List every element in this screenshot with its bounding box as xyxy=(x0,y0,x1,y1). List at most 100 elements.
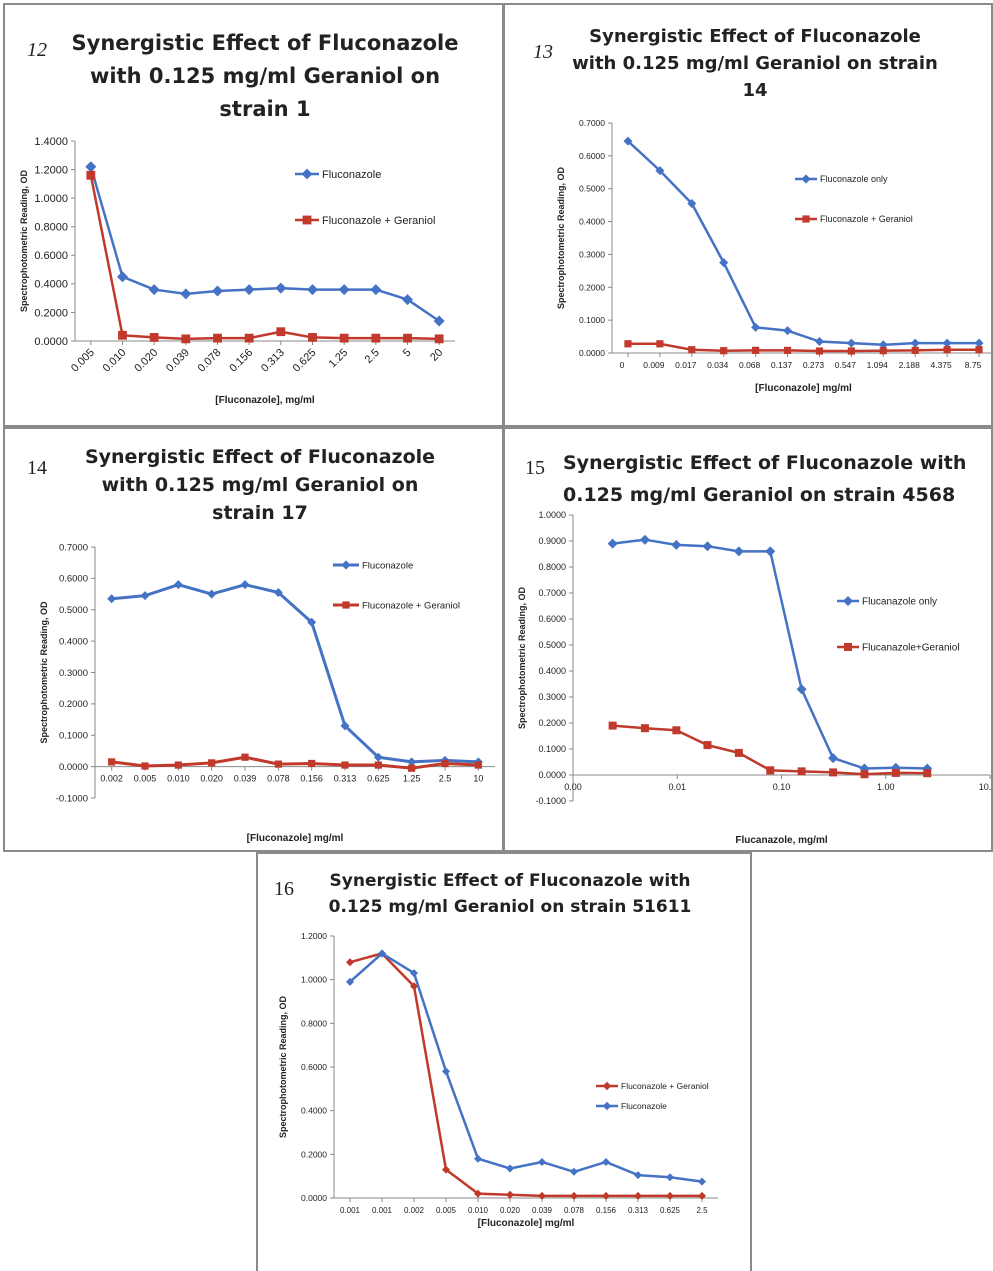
data-point xyxy=(720,347,728,355)
data-point xyxy=(672,726,681,735)
panel-number: 16 xyxy=(274,878,294,900)
chart-title-line: Synergistic Effect of Fluconazole with xyxy=(563,452,967,474)
x-tick-label: 0.156 xyxy=(596,1206,617,1215)
x-tick-label: 0.273 xyxy=(803,360,825,370)
y-tick-label: 0.6000 xyxy=(538,614,566,624)
legend-marker xyxy=(801,174,811,184)
data-point xyxy=(911,346,919,354)
data-point xyxy=(141,762,149,770)
chart-title: Synergistic Effect of Fluconazole with 0… xyxy=(563,447,983,511)
data-point xyxy=(506,1164,514,1173)
data-point xyxy=(602,1191,610,1200)
data-point xyxy=(307,284,318,296)
x-axis-label: [Fluconazole], mg/ml xyxy=(215,395,315,406)
x-tick-label: 0.078 xyxy=(267,774,290,784)
data-point xyxy=(403,333,412,343)
y-axis-label: Spectrophotometric Reading, OD xyxy=(19,169,29,312)
data-point xyxy=(346,958,354,967)
data-point xyxy=(623,136,633,146)
x-tick-label: 0.625 xyxy=(367,774,390,784)
legend-label: Fluconazole xyxy=(362,560,413,571)
chart-title: Synergistic Effect of Fluconazole with 0… xyxy=(45,27,485,126)
data-point xyxy=(829,768,838,777)
x-tick-label: 0.009 xyxy=(643,360,665,370)
y-tick-label: 0.6000 xyxy=(301,1062,327,1072)
data-point xyxy=(346,977,354,986)
y-axis-label: Spectrophotometric Reading, OD xyxy=(517,586,527,729)
data-point xyxy=(108,758,116,766)
data-point xyxy=(910,338,920,348)
data-point xyxy=(688,346,696,354)
data-point xyxy=(671,539,682,550)
data-point xyxy=(570,1167,578,1176)
data-point xyxy=(408,764,416,772)
data-point xyxy=(624,340,632,348)
x-tick-label: 0.625 xyxy=(660,1206,681,1215)
data-point xyxy=(208,759,216,767)
legend-marker xyxy=(341,560,351,570)
legend-label: Fluconazole xyxy=(621,1101,667,1111)
x-tick-label: 1.25 xyxy=(403,774,421,784)
x-tick-label: 1.25 xyxy=(327,347,351,371)
legend-label: Fluconazole + Geraniol xyxy=(322,215,435,227)
data-point xyxy=(374,761,382,769)
y-tick-label: 0.4000 xyxy=(59,636,88,647)
data-point xyxy=(975,346,983,354)
y-tick-label: 0.1000 xyxy=(579,315,605,325)
data-point xyxy=(441,759,449,768)
y-axis-label: Spectrophotometric Reading, OD xyxy=(39,601,49,744)
data-point xyxy=(942,338,952,348)
y-tick-label: 0.7000 xyxy=(538,588,566,598)
data-point xyxy=(180,288,192,300)
x-tick-label: 5 xyxy=(401,347,414,360)
x-tick-label: 0.547 xyxy=(835,360,857,370)
x-tick-label: 0.625 xyxy=(291,347,319,375)
y-tick-label: 1.0000 xyxy=(34,193,68,205)
y-tick-label: 0.2000 xyxy=(538,718,566,728)
data-point xyxy=(442,1067,450,1076)
x-tick-label: 0.005 xyxy=(436,1206,457,1215)
panel-number: 13 xyxy=(533,41,553,63)
data-point xyxy=(149,333,159,342)
data-point xyxy=(538,1157,546,1166)
x-tick-label: 0.10 xyxy=(773,782,791,792)
y-tick-label: 0.5000 xyxy=(538,640,566,650)
x-tick-label: 0.001 xyxy=(372,1206,393,1215)
data-point xyxy=(698,1177,706,1186)
x-tick-label: 0.017 xyxy=(675,360,697,370)
data-point xyxy=(814,337,824,346)
line-chart: 0.0000 0.2000 0.4000 0.6000 0.8000 1.0000 1.20… xyxy=(278,931,718,1229)
chart-title-line: Synergistic Effect of Fluconazole xyxy=(71,31,459,55)
data-point xyxy=(338,284,350,296)
x-axis-label: [Fluconazole] mg/ml xyxy=(247,833,344,844)
series-line-1 xyxy=(612,538,928,770)
data-point xyxy=(212,285,223,297)
legend-marker xyxy=(843,596,853,606)
y-tick-label: 0.0000 xyxy=(34,336,68,348)
data-point xyxy=(410,982,418,991)
data-point xyxy=(341,761,349,769)
data-point xyxy=(474,1154,482,1163)
data-point xyxy=(719,258,729,268)
data-point xyxy=(891,768,900,777)
data-point xyxy=(602,1157,610,1166)
x-tick-label: 4.375 xyxy=(930,360,952,370)
data-point xyxy=(434,334,444,344)
x-tick-label: 0.313 xyxy=(334,774,357,784)
data-point xyxy=(244,333,254,343)
x-tick-label: 0.068 xyxy=(739,360,761,370)
x-tick-label: 2.188 xyxy=(899,360,921,370)
chart-title-line: Synergistic Effect of Fluconazole xyxy=(84,446,436,468)
y-tick-label: 0.4000 xyxy=(579,217,605,227)
legend-marker xyxy=(301,168,313,180)
y-tick-label: 0.8000 xyxy=(34,222,68,234)
data-point xyxy=(666,1173,674,1182)
y-tick-label: 0.5000 xyxy=(59,605,88,616)
data-point xyxy=(370,284,382,296)
x-tick-label: 0.020 xyxy=(132,347,160,375)
data-point xyxy=(275,282,287,294)
y-tick-label: 1.2000 xyxy=(34,164,68,176)
data-point xyxy=(703,741,712,750)
x-axis-label: [Fluconazole] mg/ml xyxy=(478,1218,575,1229)
chart-title-line: 0.125 mg/ml Geraniol on strain 4568 xyxy=(563,484,956,506)
